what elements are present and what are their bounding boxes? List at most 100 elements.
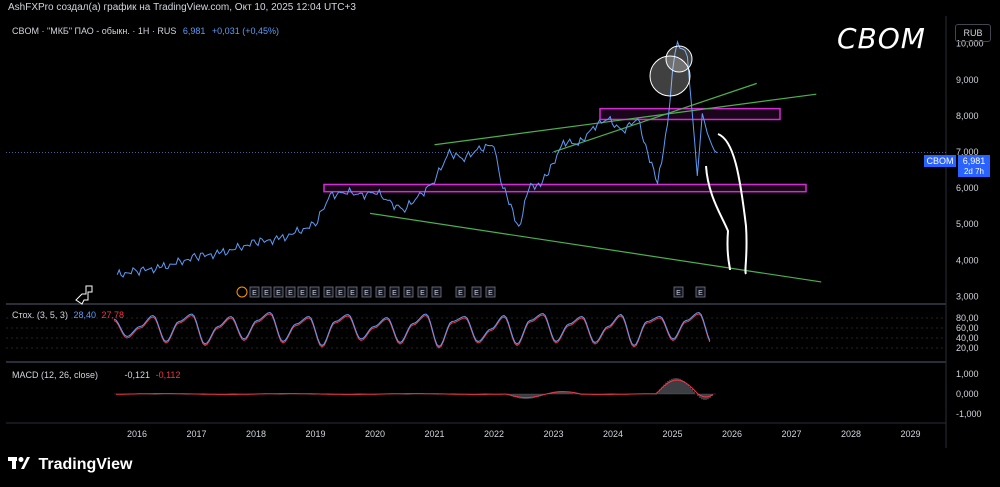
event-marker xyxy=(695,286,706,298)
event-marker-label: E xyxy=(264,290,269,297)
stoch-label: Стох. (3, 5, 3) xyxy=(12,310,68,320)
event-marker-label: E xyxy=(252,290,257,297)
stoch-tick-label: 60,00 xyxy=(956,323,979,333)
ticker-annotation: CBOM xyxy=(837,22,926,55)
event-marker-label: E xyxy=(276,290,281,297)
event-marker-label: E xyxy=(300,290,305,297)
y-tick-label: 6,000 xyxy=(956,183,979,193)
x-tick-label: 2016 xyxy=(127,429,147,439)
macd-signal-line xyxy=(115,379,714,399)
x-tick-label: 2022 xyxy=(484,429,504,439)
symbol-text: CBOM · "МКБ" ПАО - обыкн. · 1H · RUS xyxy=(12,26,177,36)
event-marker-label: E xyxy=(338,290,343,297)
macd-tick-label: 0,000 xyxy=(956,389,979,399)
highlight-circle xyxy=(649,55,691,97)
price-series-line xyxy=(116,40,718,278)
bar-countdown: 2d 7h xyxy=(958,166,990,177)
trend-line xyxy=(434,93,817,146)
event-marker-label: E xyxy=(326,290,331,297)
projection-drawing xyxy=(705,165,731,271)
chart-canvas[interactable]: 3,000 4,000 5,000 6,000 7,000 8,000 9,000 10,00… xyxy=(6,16,994,448)
event-marker-label: E xyxy=(488,290,493,297)
y-tick-label: 3,000 xyxy=(956,291,979,301)
event-marker xyxy=(249,286,260,298)
y-tick-label: 5,000 xyxy=(956,219,979,229)
x-tick-label: 2021 xyxy=(424,429,444,439)
macd-legend[interactable]: MACD (12, 26, close) -0,121 -0,112 xyxy=(12,370,180,380)
support-resistance-zone xyxy=(323,183,807,193)
highlight-circle xyxy=(665,45,693,73)
event-marker-label: E xyxy=(406,290,411,297)
chart-frame[interactable]: 3,000 4,000 5,000 6,000 7,000 8,000 9,000 10,00… xyxy=(6,16,994,448)
x-tick-label: 2029 xyxy=(900,429,920,439)
event-marker-label: E xyxy=(434,290,439,297)
stoch-k-value: 28,40 xyxy=(73,310,96,320)
event-marker xyxy=(309,286,320,298)
price-tag-symbol: CBOM xyxy=(924,155,956,167)
trend-line xyxy=(369,212,822,283)
macd-tick-label: 1,000 xyxy=(956,369,979,379)
stoch-d-value: 27,78 xyxy=(101,310,125,320)
currency-button[interactable]: RUB xyxy=(955,24,991,42)
x-tick-label: 2025 xyxy=(662,429,682,439)
brand-name: TradingView xyxy=(38,456,133,473)
projection-drawing xyxy=(717,133,748,275)
footer-brand: TradingView xyxy=(8,456,132,474)
event-marker-label: E xyxy=(676,290,681,297)
price-tag: CBOM 6,981 2d 7h xyxy=(924,155,994,177)
event-marker xyxy=(471,286,482,298)
stoch-k-line xyxy=(113,311,711,348)
event-marker-label: E xyxy=(420,290,425,297)
y-tick-label: 9,000 xyxy=(956,75,979,85)
event-marker xyxy=(375,286,386,298)
y-tick-label: 4,000 xyxy=(956,255,979,265)
x-tick-label: 2019 xyxy=(305,429,325,439)
event-marker-label: E xyxy=(288,290,293,297)
symbol-legend[interactable]: CBOM · "МКБ" ПАО - обыкн. · 1H · RUS 6,9… xyxy=(12,26,279,36)
y-tick-label: 8,000 xyxy=(956,111,979,121)
event-marker xyxy=(347,286,358,298)
macd-label: MACD (12, 26, close) xyxy=(12,370,99,380)
y-tick-label: 10,000 xyxy=(956,39,984,49)
event-marker-label: E xyxy=(364,290,369,297)
x-tick-label: 2024 xyxy=(603,429,623,439)
price-tag-value: 6,981 xyxy=(958,155,990,167)
header-bar: AshFXPro создал(а) график на TradingView… xyxy=(0,0,1000,16)
event-marker xyxy=(389,286,400,298)
stoch-tick-label: 20,00 xyxy=(956,343,979,353)
x-tick-label: 2027 xyxy=(781,429,801,439)
event-marker xyxy=(297,286,308,298)
event-marker-label: E xyxy=(458,290,463,297)
event-marker xyxy=(455,286,466,298)
x-tick-label: 2017 xyxy=(186,429,206,439)
event-marker-label: E xyxy=(392,290,397,297)
macd-tick-label: -1,000 xyxy=(956,409,982,419)
mascot-icon xyxy=(75,285,93,305)
event-marker xyxy=(485,286,496,298)
event-marker xyxy=(323,286,334,298)
stoch-tick-label: 40,00 xyxy=(956,333,979,343)
price-change: +0,031 (+0,45%) xyxy=(211,26,279,36)
stoch-tick-label: 80,00 xyxy=(956,313,979,323)
event-marker xyxy=(403,286,414,298)
x-tick-label: 2018 xyxy=(246,429,266,439)
event-marker-label: E xyxy=(474,290,479,297)
dividend-marker xyxy=(236,286,248,298)
x-tick-label: 2026 xyxy=(722,429,742,439)
y-tick-label: 7,000 xyxy=(956,147,979,157)
event-marker xyxy=(261,286,272,298)
stoch-legend[interactable]: Стох. (3, 5, 3) 28,40 27,78 xyxy=(12,310,124,320)
event-marker-label: E xyxy=(350,290,355,297)
event-marker xyxy=(285,286,296,298)
last-price: 6,981 xyxy=(182,26,206,36)
event-marker xyxy=(673,286,684,298)
x-tick-label: 2028 xyxy=(841,429,861,439)
stoch-d-line xyxy=(113,313,711,349)
event-marker xyxy=(361,286,372,298)
support-resistance-zone xyxy=(599,107,781,121)
x-tick-label: 2020 xyxy=(365,429,385,439)
event-marker xyxy=(431,286,442,298)
event-marker xyxy=(335,286,346,298)
tradingview-logo-icon xyxy=(8,456,30,474)
macd-value: -0,121 xyxy=(124,370,151,380)
